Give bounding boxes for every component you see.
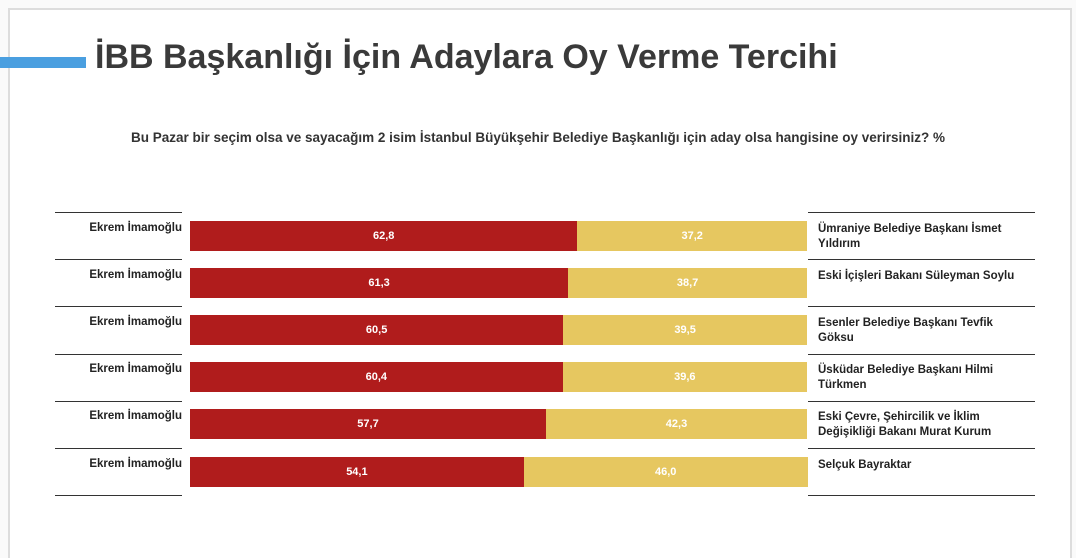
value-label: 37,2 — [681, 229, 703, 242]
bar-segment — [563, 315, 807, 345]
bar-segment — [190, 409, 546, 440]
row-rule — [55, 400, 182, 402]
chart-subtitle: Bu Pazar bir seçim olsa ve sayacağım 2 i… — [130, 130, 946, 145]
row-rule — [808, 306, 1035, 308]
value-label: 57,7 — [357, 418, 379, 431]
bar-segment — [190, 362, 563, 393]
right-label: Esenler Belediye Başkanı Tevfik Göksu — [818, 317, 993, 344]
title-accent — [0, 57, 86, 68]
left-label: Ekrem İmamoğlu — [89, 316, 182, 328]
value-label: 61,3 — [368, 276, 390, 289]
chart-title: İBB Başkanlığı İçin Adaylara Oy Verme Te… — [95, 38, 838, 76]
left-label: Ekrem İmamoğlu — [89, 457, 182, 470]
value-label: 39,6 — [674, 371, 696, 384]
row-rule — [55, 212, 182, 213]
row-rule — [808, 495, 1035, 497]
left-label: Ekrem İmamoğlu — [89, 363, 182, 376]
left-label: Ekrem İmamoğlu — [89, 410, 182, 423]
bar-segment — [577, 220, 807, 251]
bar-segment — [190, 456, 524, 487]
row-rule — [808, 353, 1035, 355]
row-rule — [808, 448, 1035, 449]
bar-segment — [190, 220, 578, 251]
row-rule — [55, 448, 182, 449]
value-label: 46,0 — [654, 465, 677, 478]
row-rule — [808, 212, 1035, 213]
value-label: 38,7 — [676, 276, 699, 289]
row-rule — [55, 259, 182, 261]
bar-segment — [562, 362, 807, 393]
row-rule — [55, 495, 182, 497]
right-label: Eski İçişleri Bakanı Süleyman Soylu — [818, 269, 1015, 282]
value-label: 60,5 — [365, 324, 388, 336]
row-rule — [808, 400, 1035, 402]
bar-segment — [546, 409, 807, 440]
left-label: Ekrem İmamoğlu — [89, 221, 182, 234]
right-label: Eski Çevre, Şehircilik ve İklim Değişikl… — [818, 411, 992, 439]
value-label: 54,1 — [346, 465, 368, 478]
row-rule — [55, 306, 182, 308]
row-rule — [808, 259, 1035, 261]
value-label: 42,3 — [665, 418, 688, 431]
row-rule — [55, 353, 182, 355]
value-label: 60,4 — [365, 371, 388, 384]
bar-segment — [523, 456, 808, 487]
right-label: Üsküdar Belediye Başkanı Hilmi Türkmen — [818, 364, 994, 392]
right-label: Ümraniye Belediye Başkanı İsmet Yıldırım — [818, 222, 1002, 250]
value-label: 39,5 — [674, 324, 696, 336]
bar-segment — [190, 267, 569, 298]
left-label: Ekrem İmamoğlu — [89, 268, 182, 281]
bar-segment — [568, 267, 807, 298]
right-label: Selçuk Bayraktar — [818, 458, 912, 471]
bar-segment — [190, 315, 564, 345]
value-label: 62,8 — [373, 229, 395, 242]
